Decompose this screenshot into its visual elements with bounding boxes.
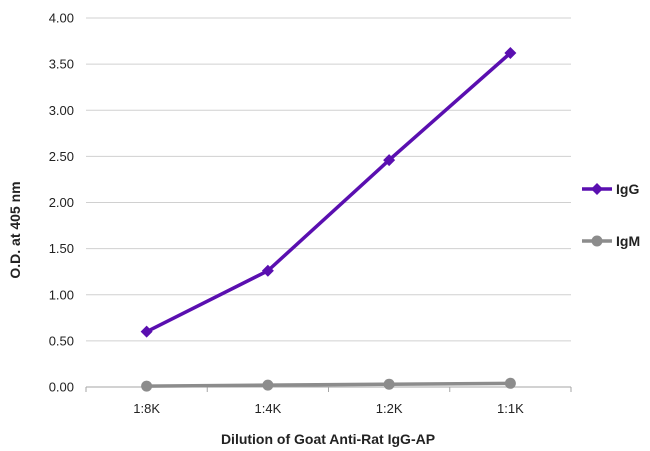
data-point-igm <box>262 379 274 391</box>
series-igm <box>141 377 516 392</box>
legend-marker-igg <box>591 183 603 195</box>
x-axis-title: Dilution of Goat Anti-Rat IgG-AP <box>221 431 435 447</box>
legend-label: IgM <box>616 233 640 249</box>
y-tick-label: 1.50 <box>49 241 74 256</box>
data-point-igm <box>383 378 395 390</box>
legend-item-igm: IgM <box>582 233 640 249</box>
legend-label: IgG <box>616 181 639 197</box>
y-tick-label: 0.50 <box>49 333 74 348</box>
series-layer <box>140 47 517 392</box>
y-tick-labels: 0.00 0.50 1.00 1.50 2.00 2.50 3.00 3.50 4.00 <box>49 11 74 395</box>
gridlines <box>86 17 571 388</box>
y-tick-label: 0.00 <box>49 380 74 395</box>
x-tick-label: 1:1K <box>497 401 524 416</box>
legend-item-igg: IgG <box>582 181 639 197</box>
series-line-igg <box>145 51 512 334</box>
y-tick-label: 2.00 <box>49 195 74 210</box>
data-point-igg <box>383 154 396 167</box>
y-tick-label: 4.00 <box>49 11 74 26</box>
y-axis-title: O.D. at 405 nm <box>7 181 23 278</box>
x-tick-label: 1:8K <box>133 401 160 416</box>
data-point-igg <box>504 47 517 60</box>
x-axis <box>85 387 572 392</box>
series-line-igm <box>146 381 511 388</box>
data-point-igm <box>141 380 153 392</box>
y-tick-label: 3.00 <box>49 103 74 118</box>
legend: IgG IgM <box>582 181 640 249</box>
series-igg <box>140 47 517 338</box>
data-point-igg <box>261 264 274 277</box>
data-point-igg <box>140 325 153 338</box>
y-tick-label: 1.00 <box>49 287 74 302</box>
y-tick-label: 2.50 <box>49 149 74 164</box>
x-tick-labels: 1:8K 1:4K 1:2K 1:1K <box>133 401 524 416</box>
x-tick-label: 1:2K <box>376 401 403 416</box>
legend-marker-igm <box>591 235 603 247</box>
y-tick-label: 3.50 <box>49 57 74 72</box>
x-tick-label: 1:4K <box>255 401 282 416</box>
data-point-igm <box>504 377 516 389</box>
